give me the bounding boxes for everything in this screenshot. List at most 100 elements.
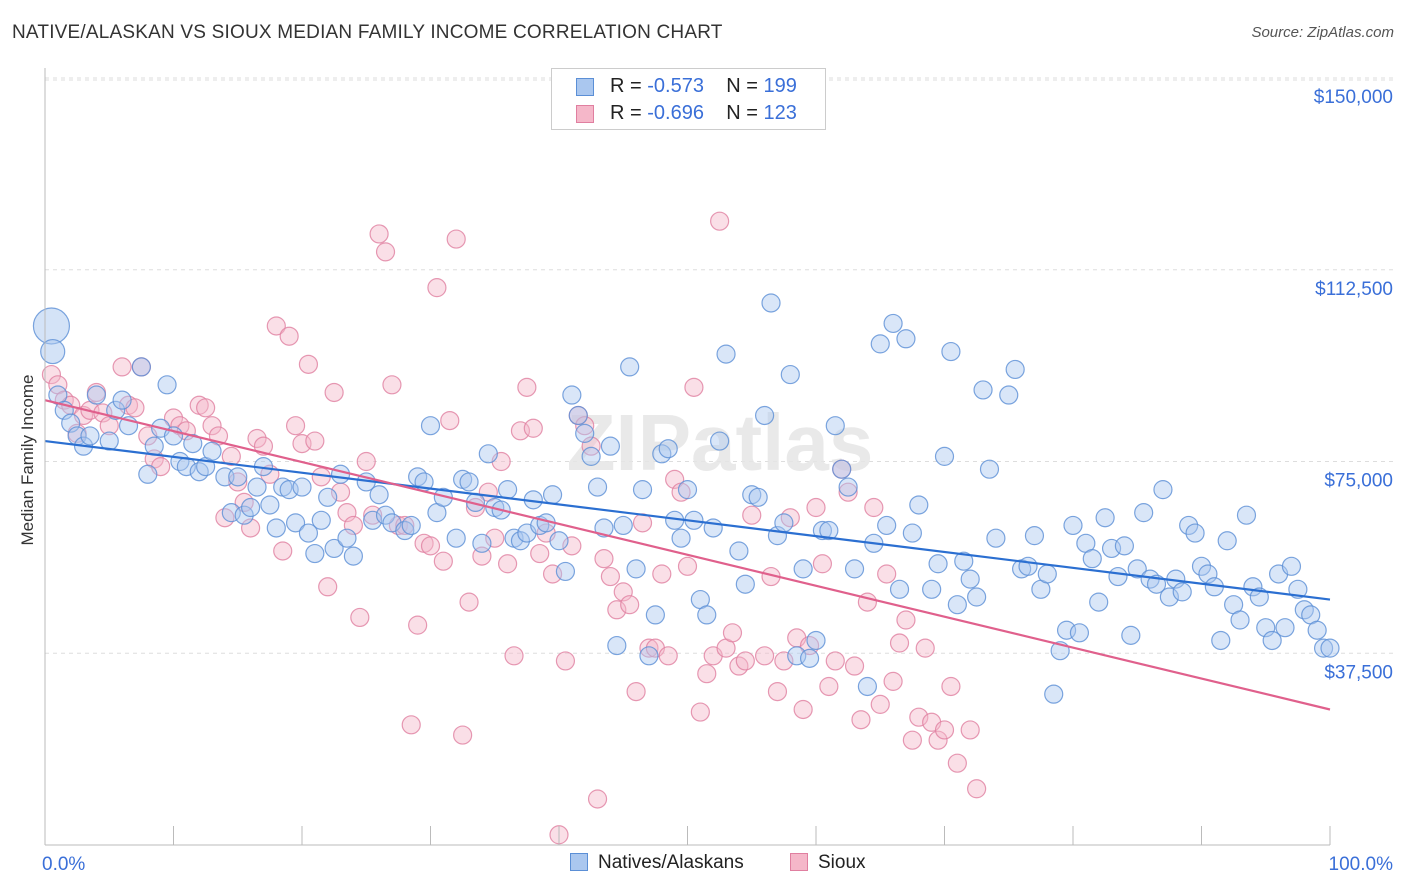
natives-point xyxy=(941,341,961,362)
sioux-point xyxy=(928,730,948,750)
sioux-point xyxy=(767,681,788,702)
sioux-point xyxy=(774,651,794,671)
natives-point xyxy=(420,416,441,436)
x-tick-label: 0.0% xyxy=(42,854,85,875)
sioux-point xyxy=(318,577,338,597)
natives-point xyxy=(1230,610,1250,630)
sioux-point xyxy=(215,508,235,528)
sioux-point xyxy=(196,398,216,418)
n-label: N = xyxy=(726,75,758,97)
natives-point xyxy=(157,375,177,395)
natives-point xyxy=(1005,359,1025,380)
sioux-point xyxy=(864,497,884,518)
legend-natives[interactable]: Natives/Alaskans xyxy=(570,852,744,874)
sioux-point xyxy=(221,446,241,466)
natives-point xyxy=(542,485,563,505)
sioux-point xyxy=(375,242,396,262)
natives-point xyxy=(819,520,839,541)
sioux-point xyxy=(780,508,800,528)
natives-point xyxy=(922,579,942,599)
sioux-point xyxy=(562,536,582,556)
natives-point xyxy=(1172,582,1192,602)
sioux-point xyxy=(285,416,306,436)
natives-point xyxy=(1134,503,1154,523)
natives-point xyxy=(710,431,730,451)
sioux-point xyxy=(356,451,376,472)
tick-labels: $37,500 $75,000 $112,500 $150,000 0.0% 100.0% xyxy=(42,87,1393,875)
natives-point xyxy=(986,528,1006,548)
natives-point xyxy=(799,648,820,668)
r-value: -0.573 xyxy=(647,75,704,97)
natives-point xyxy=(1281,556,1302,576)
natives-point xyxy=(1185,523,1205,543)
natives-point xyxy=(363,510,383,530)
natives-point xyxy=(780,364,800,385)
sioux-point xyxy=(530,543,550,564)
natives-point xyxy=(330,464,351,484)
natives-point xyxy=(1236,505,1257,525)
chart-title: NATIVE/ALASKAN VS SIOUX MEDIAN FAMILY IN… xyxy=(12,22,723,43)
natives-point xyxy=(202,441,222,461)
legend-natives-label: Natives/Alaskans xyxy=(598,852,744,873)
natives-point xyxy=(626,559,646,579)
natives-point xyxy=(1307,620,1327,640)
natives-points xyxy=(32,293,1340,704)
natives-swatch xyxy=(570,853,588,871)
natives-point xyxy=(793,559,813,579)
sioux-swatch xyxy=(790,853,808,871)
sioux-point xyxy=(825,651,845,671)
sioux-point xyxy=(934,720,955,740)
natives-point xyxy=(401,515,421,536)
natives-point xyxy=(575,423,595,443)
x-tick-label: 100.0% xyxy=(1329,854,1394,875)
natives-point xyxy=(247,477,267,497)
sioux-point xyxy=(298,354,319,374)
sioux-point xyxy=(440,410,460,431)
correlation-legend: R = -0.573 N = 199 R = -0.696 N = 123 xyxy=(551,68,826,130)
sioux-point xyxy=(909,707,929,727)
natives-point-large xyxy=(40,338,66,365)
sioux-point xyxy=(427,278,447,298)
natives-point xyxy=(1063,515,1083,536)
natives-point xyxy=(909,495,929,515)
sioux-point xyxy=(112,357,132,377)
natives-point xyxy=(1217,531,1237,551)
sioux-point xyxy=(401,715,421,735)
sioux-point xyxy=(729,656,749,676)
natives-point xyxy=(652,444,672,464)
natives-point xyxy=(1114,536,1135,556)
natives-point xyxy=(844,559,865,579)
natives-point xyxy=(1211,630,1231,651)
natives-point xyxy=(562,385,582,405)
svg-text:ZIPatlas: ZIPatlas xyxy=(567,398,874,487)
axes xyxy=(44,68,1331,846)
natives-point xyxy=(80,426,100,446)
sioux-point xyxy=(947,753,967,773)
natives-point-large xyxy=(32,307,71,345)
natives-point xyxy=(408,467,428,487)
sioux-point xyxy=(504,646,524,666)
natives-point xyxy=(1044,684,1064,704)
natives-point xyxy=(1153,480,1173,500)
sioux-point xyxy=(600,566,621,587)
sioux-point xyxy=(41,364,62,385)
natives-point xyxy=(138,464,158,484)
legend-sioux[interactable]: Sioux xyxy=(790,852,866,874)
sioux-point xyxy=(722,623,743,643)
sioux-point xyxy=(967,779,987,799)
n-value: 123 xyxy=(763,102,797,124)
natives-point xyxy=(472,533,492,553)
natives-point xyxy=(234,505,254,525)
natives-point xyxy=(1095,508,1115,528)
natives-point xyxy=(395,520,415,541)
natives-point xyxy=(260,495,280,515)
natives-point xyxy=(928,554,948,574)
natives-point xyxy=(825,416,845,436)
natives-point xyxy=(870,334,890,354)
natives-point xyxy=(594,518,614,538)
natives-point xyxy=(979,459,1000,479)
natives-point xyxy=(369,485,389,505)
y-tick-label: $75,000 xyxy=(1324,471,1393,492)
r-label: R = xyxy=(610,102,642,124)
